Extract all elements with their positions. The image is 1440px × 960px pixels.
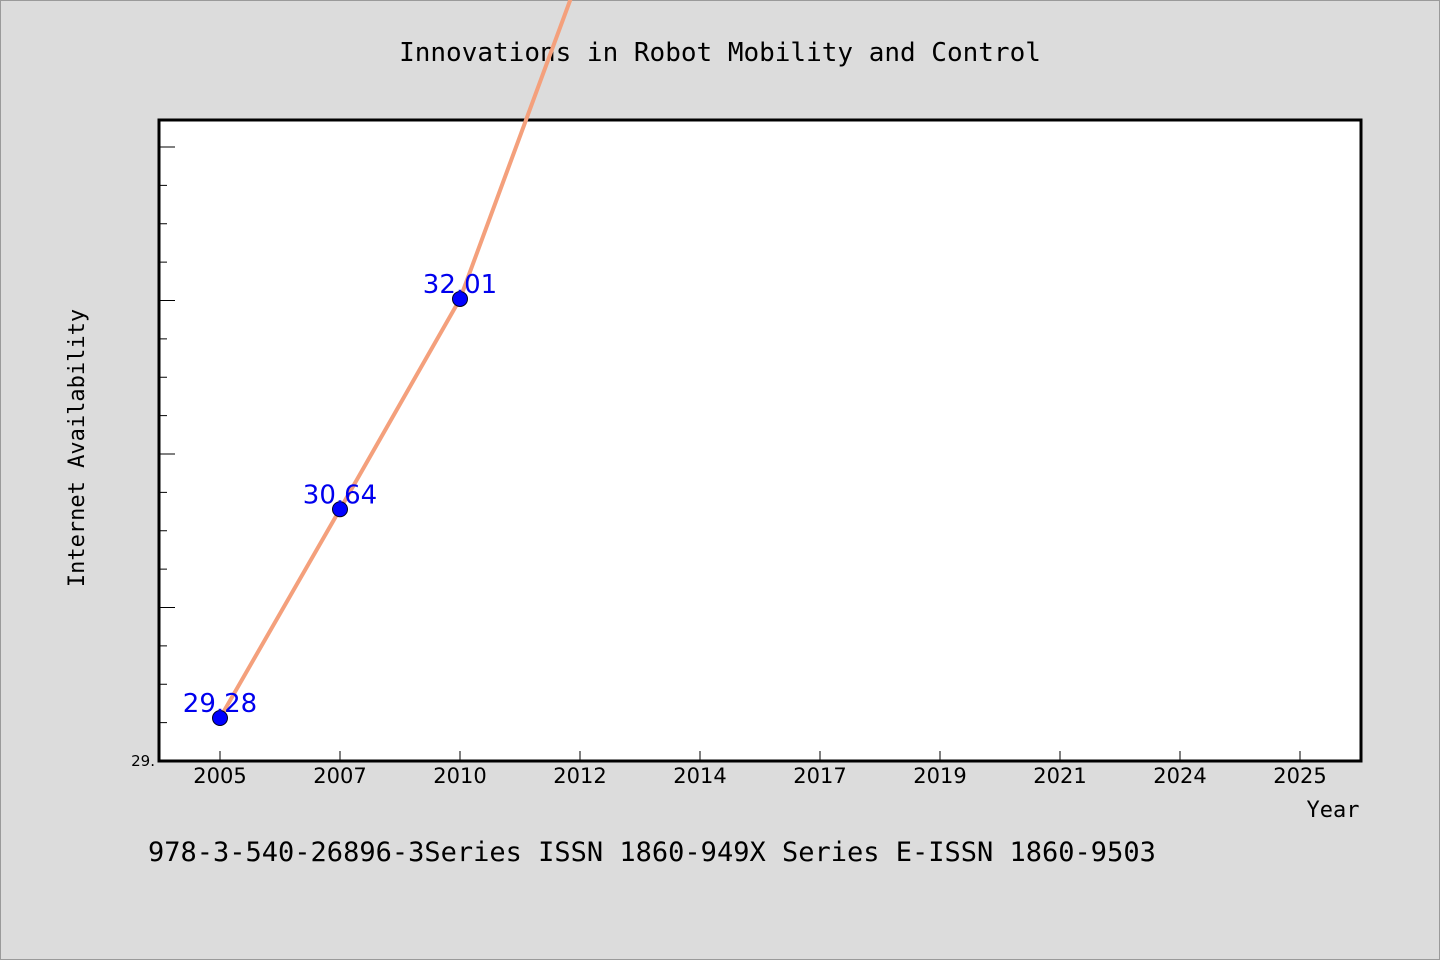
data-label: 32.01 (423, 270, 497, 300)
data-point (452, 290, 468, 307)
data-point (332, 501, 348, 518)
footer-isbn-text: 978-3-540-26896-3Series ISSN 1860-949X S… (148, 837, 1156, 868)
series-layer: 29.2830.6432.0134.1334.936.135.4936.5835… (183, 0, 573, 727)
x-tick-label: 2007 (313, 764, 366, 788)
x-tick-label: 2005 (193, 764, 246, 788)
data-label: 30.64 (303, 480, 377, 510)
series-line (218, 0, 573, 721)
y-axis-ticks: 29. (131, 146, 175, 770)
data-point (212, 710, 228, 727)
x-tick-label: 2019 (913, 764, 966, 788)
data-label: 29.28 (183, 689, 257, 719)
x-tick-label: 2014 (673, 764, 726, 788)
x-tick-label: 2012 (553, 764, 606, 788)
x-tick-label: 2017 (793, 764, 846, 788)
x-tick-label: 2010 (433, 764, 486, 788)
y-tick-label: 29. (131, 752, 155, 770)
x-tick-label: 2021 (1033, 764, 1086, 788)
x-axis-ticks: 2005 2007 2010 2012 2014 2017 2019 2021 2024 2025 (193, 751, 1327, 788)
x-axis-label: Year (1307, 798, 1360, 823)
plot-area (157, 118, 1363, 763)
y-axis-label: Internet Availability (65, 309, 90, 587)
chart-title: Innovations in Robot Mobility and Contro… (399, 38, 1041, 68)
x-tick-label: 2024 (1153, 764, 1206, 788)
x-tick-label: 2025 (1273, 764, 1326, 788)
